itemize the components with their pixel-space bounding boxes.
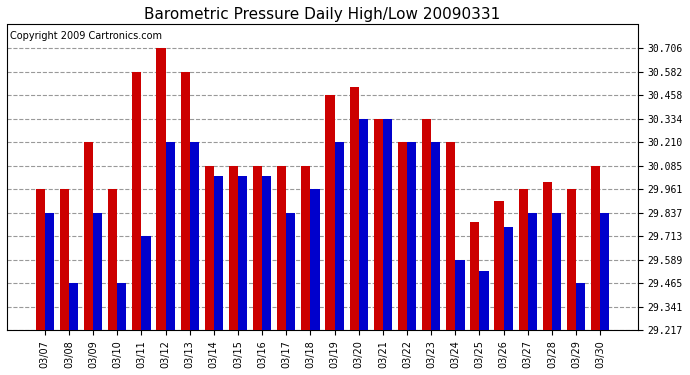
Bar — [141, 236, 150, 330]
Bar — [238, 176, 247, 330]
Bar — [190, 142, 199, 330]
Bar — [591, 166, 600, 330]
Bar — [431, 142, 440, 330]
Bar — [214, 176, 223, 330]
Bar — [480, 271, 489, 330]
Bar — [374, 118, 383, 330]
Bar — [335, 142, 344, 330]
Bar — [286, 213, 295, 330]
Bar — [60, 189, 69, 330]
Bar — [446, 142, 455, 330]
Bar — [407, 142, 416, 330]
Bar — [398, 142, 407, 330]
Bar — [528, 213, 537, 330]
Bar — [455, 260, 464, 330]
Bar — [422, 118, 431, 330]
Bar — [326, 95, 335, 330]
Bar — [302, 166, 310, 330]
Bar — [543, 182, 552, 330]
Bar — [93, 213, 102, 330]
Bar — [552, 213, 561, 330]
Bar — [157, 48, 166, 330]
Bar — [600, 213, 609, 330]
Bar — [229, 166, 238, 330]
Bar — [350, 87, 359, 330]
Title: Barometric Pressure Daily High/Low 20090331: Barometric Pressure Daily High/Low 20090… — [144, 7, 501, 22]
Bar — [519, 189, 528, 330]
Bar — [504, 227, 513, 330]
Bar — [84, 142, 93, 330]
Bar — [36, 189, 45, 330]
Bar — [359, 118, 368, 330]
Bar — [45, 213, 54, 330]
Bar — [262, 176, 271, 330]
Text: Copyright 2009 Cartronics.com: Copyright 2009 Cartronics.com — [10, 31, 162, 40]
Bar — [132, 72, 141, 330]
Bar — [117, 283, 126, 330]
Bar — [205, 166, 214, 330]
Bar — [108, 189, 117, 330]
Bar — [383, 118, 392, 330]
Bar — [495, 201, 504, 330]
Bar — [277, 166, 286, 330]
Bar — [310, 189, 319, 330]
Bar — [576, 283, 585, 330]
Bar — [166, 142, 175, 330]
Bar — [181, 72, 190, 330]
Bar — [471, 222, 480, 330]
Bar — [567, 189, 576, 330]
Bar — [253, 166, 262, 330]
Bar — [69, 283, 78, 330]
